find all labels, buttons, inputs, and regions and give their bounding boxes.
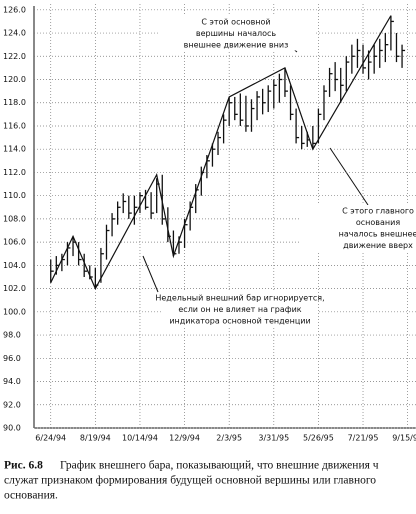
y-tick-label: 124.0 — [3, 29, 26, 38]
annotation: С этого главного — [342, 207, 414, 216]
annotation: если он не влияет на график — [178, 305, 301, 314]
annotation-bg — [162, 303, 318, 315]
annotation-bg — [300, 228, 416, 240]
caption-line: служат признаком формирования будущей ос… — [4, 475, 376, 487]
y-tick-label: 110.0 — [3, 191, 26, 200]
y-tick-label: 116.0 — [3, 121, 26, 130]
annotation-bg — [300, 205, 416, 217]
y-tick-label: 112.0 — [3, 168, 26, 177]
y-tick-label: 108.0 — [3, 214, 26, 223]
annotation: Недельный внешний бар игнорируется, — [155, 294, 324, 303]
y-tick-label: 120.0 — [3, 75, 26, 84]
arrow — [142, 255, 159, 293]
x-tick-label: 9/15/95 — [392, 434, 416, 443]
annotation: С этой основной — [201, 18, 270, 27]
y-tick-label: 100.0 — [3, 307, 26, 316]
annotation-bg — [300, 216, 416, 228]
x-tick-label: 10/14/94 — [122, 434, 158, 443]
x-tick-label: 2/3/95 — [216, 434, 242, 443]
y-tick-label: 94.0 — [3, 377, 21, 386]
y-tick-label: 92.0 — [3, 400, 21, 409]
y-tick-label: 122.0 — [3, 52, 26, 61]
arrow — [329, 147, 369, 206]
annotation-bg — [300, 239, 416, 251]
swing-line — [50, 15, 392, 290]
x-tick-label: 6/24/94 — [35, 434, 66, 443]
annotation-bg — [158, 39, 314, 51]
y-tick-label: 102.0 — [3, 284, 26, 293]
x-tick-label: 5/26/95 — [303, 434, 334, 443]
y-tick-label: 118.0 — [3, 98, 26, 107]
y-tick-label: 104.0 — [3, 261, 26, 270]
annotation: движение вверх — [343, 241, 413, 250]
annotation: индикатора основной тенденции — [169, 317, 310, 326]
y-tick-label: 98.0 — [3, 331, 21, 340]
annotation: вершины началось — [196, 29, 276, 38]
y-tick-label: 96.0 — [3, 354, 21, 363]
annotation: основания — [356, 218, 400, 227]
y-tick-label: 126.0 — [3, 5, 26, 14]
x-tick-label: 3/31/95 — [258, 434, 289, 443]
x-tick-label: 8/19/94 — [80, 434, 111, 443]
annotation-bg — [162, 315, 318, 327]
annotation: началось внешнее — [339, 230, 416, 239]
x-tick-label: 7/21/95 — [348, 434, 379, 443]
y-tick-label: 106.0 — [3, 238, 26, 247]
caption-line: График внешнего бара, показывающий, что … — [60, 460, 379, 472]
annotation-bg — [158, 27, 314, 39]
caption-label: Рис. 6.8 — [4, 460, 43, 472]
y-tick-label: 114.0 — [3, 145, 26, 154]
annotation-bg — [162, 292, 318, 304]
annotation-bg — [158, 16, 314, 28]
annotation: внешнее движение вниз — [184, 41, 289, 50]
y-tick-label: 90.0 — [3, 424, 21, 433]
x-tick-label: 12/9/94 — [169, 434, 200, 443]
caption-line: основания. — [4, 490, 58, 502]
